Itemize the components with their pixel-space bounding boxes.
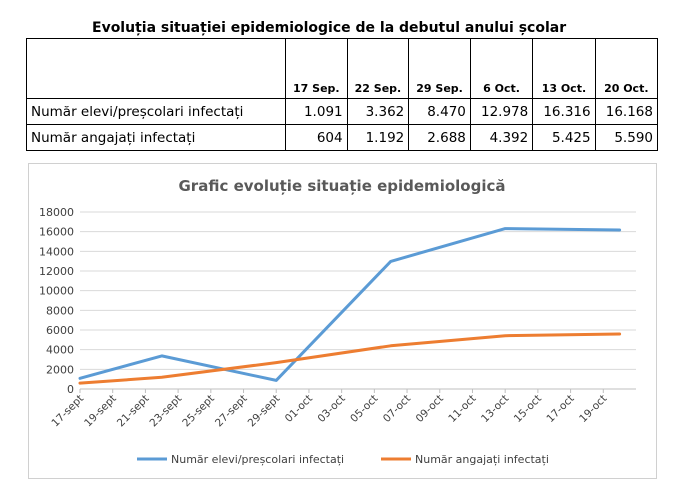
table-cell: 1.192: [346, 124, 410, 151]
y-tick-label: 14000: [39, 245, 74, 258]
table-cell: 3.362: [346, 98, 410, 125]
series-line-2: [78, 332, 622, 385]
table-cell: 8.470: [408, 98, 471, 125]
x-tick-label: 11-oct: [446, 393, 478, 425]
y-tick-label: 16000: [39, 226, 74, 239]
y-tick-label: 10000: [39, 285, 74, 298]
x-tick-label: 15-oct: [512, 393, 544, 425]
table-cell: 4.392: [469, 124, 534, 151]
x-tick-label: 17-oct: [544, 393, 576, 425]
chart-container: Grafic evoluție situație epidemiologică …: [28, 163, 657, 479]
table-cell: 2.688: [408, 124, 471, 151]
x-tick-label: 01-oct: [283, 393, 315, 425]
y-tick-label: 18000: [39, 206, 74, 219]
table-cell: 5.590: [594, 124, 659, 151]
x-tick-label: 05-oct: [348, 393, 380, 425]
table-header-row: 17 Sep. 22 Sep. 29 Sep. 6 Oct. 13 Oct. 2…: [26, 38, 659, 99]
y-tick-label: 4000: [46, 344, 74, 357]
row-label: Număr elevi/preșcolari infectați: [26, 98, 286, 125]
x-tick-label: 19-sept: [82, 393, 119, 430]
table-cell: 1.091: [285, 98, 348, 125]
table-cell: 16.168: [594, 98, 659, 125]
x-tick-label: 23-sept: [148, 393, 185, 430]
x-tick-label: 13-oct: [479, 393, 511, 425]
x-tick-label: 21-sept: [115, 393, 152, 430]
line-chart: Grafic evoluție situație epidemiologică …: [39, 177, 636, 466]
y-tick-label: 12000: [39, 265, 74, 278]
x-tick-label: 07-oct: [381, 393, 413, 425]
legend-label: Număr angajați infectați: [415, 453, 549, 466]
row-label: Număr angajați infectați: [26, 124, 286, 151]
document-title: Evoluția situației epidemiologice de la …: [92, 20, 567, 36]
y-tick-label: 8000: [46, 304, 74, 317]
y-tick-label: 6000: [46, 324, 74, 337]
x-tick-label: 03-oct: [315, 393, 347, 425]
table-cell: 5.425: [532, 124, 596, 151]
x-tick-label: 29-sept: [246, 393, 283, 430]
table-header-cell: 17 Sep.: [285, 38, 348, 99]
table-header-cell: [26, 38, 286, 99]
table-header-cell: 29 Sep.: [408, 38, 471, 99]
table-header-cell: 22 Sep.: [346, 38, 410, 99]
data-table: 17 Sep. 22 Sep. 29 Sep. 6 Oct. 13 Oct. 2…: [26, 38, 659, 151]
table-header-cell: 6 Oct.: [469, 38, 534, 99]
table-cell: 604: [285, 124, 348, 151]
x-tick-label: 27-sept: [213, 393, 250, 430]
table-cell: 16.316: [532, 98, 596, 125]
legend-label: Număr elevi/preșcolari infectați: [171, 453, 344, 466]
x-tick-label: 17-sept: [49, 393, 86, 430]
chart-title: Grafic evoluție situație epidemiologică: [179, 177, 506, 195]
y-tick-label: 0: [67, 383, 74, 396]
x-tick-label: 09-oct: [414, 393, 446, 425]
table-header-cell: 13 Oct.: [532, 38, 596, 99]
series-line-1: [78, 227, 622, 382]
table-header-cell: 20 Oct.: [594, 38, 659, 99]
y-tick-label: 2000: [46, 363, 74, 376]
table-row: Număr angajați infectați 604 1.192 2.688…: [26, 124, 659, 151]
x-tick-label: 19-oct: [577, 393, 609, 425]
table-cell: 12.978: [469, 98, 534, 125]
x-tick-label: 25-sept: [180, 393, 217, 430]
table-row: Număr elevi/preșcolari infectați 1.091 3…: [26, 98, 659, 125]
